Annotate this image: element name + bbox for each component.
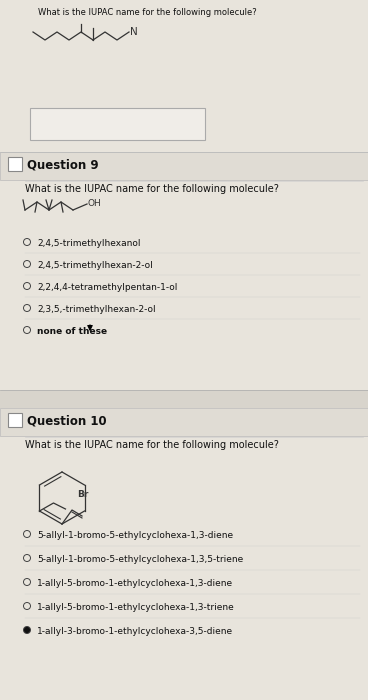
Text: Question 10: Question 10	[27, 415, 107, 428]
Bar	[0, 0, 368, 155]
Text: Question 9: Question 9	[27, 159, 99, 172]
Text: 2,3,5,-trimethylhexan-2-ol: 2,3,5,-trimethylhexan-2-ol	[37, 304, 156, 314]
Text: What is the IUPAC name for the following molecule?: What is the IUPAC name for the following…	[25, 184, 279, 194]
Text: 2,4,5-trimethylhexan-2-ol: 2,4,5-trimethylhexan-2-ol	[37, 260, 153, 270]
Text: 2,4,5-trimethylhexanol: 2,4,5-trimethylhexanol	[37, 239, 141, 248]
Circle shape	[24, 626, 31, 634]
Bar	[0, 390, 368, 408]
Text: 1-allyl-5-bromo-1-ethylcyclohexa-1,3-triene: 1-allyl-5-bromo-1-ethylcyclohexa-1,3-tri…	[37, 603, 235, 612]
Text: OH: OH	[88, 199, 102, 209]
Text: 5-allyl-1-bromo-5-ethylcyclohexa-1,3,5-triene: 5-allyl-1-bromo-5-ethylcyclohexa-1,3,5-t…	[37, 554, 243, 564]
Bar	[30, 108, 205, 140]
Bar	[8, 413, 22, 427]
Text: 2,2,4,4-tetramethylpentan-1-ol: 2,2,4,4-tetramethylpentan-1-ol	[37, 283, 177, 291]
Text: 1-allyl-3-bromo-1-ethylcyclohexa-3,5-diene: 1-allyl-3-bromo-1-ethylcyclohexa-3,5-die…	[37, 626, 233, 636]
Text: What is the IUPAC name for the following molecule?: What is the IUPAC name for the following…	[25, 440, 279, 450]
Text: N: N	[130, 27, 138, 37]
Text: 1-allyl-5-bromo-1-ethylcyclohexa-1,3-diene: 1-allyl-5-bromo-1-ethylcyclohexa-1,3-die…	[37, 578, 233, 587]
Bar	[8, 157, 22, 171]
Bar	[0, 408, 368, 700]
Text: 5-allyl-1-bromo-5-ethylcyclohexa-1,3-diene: 5-allyl-1-bromo-5-ethylcyclohexa-1,3-die…	[37, 531, 233, 540]
Text: none of these: none of these	[37, 326, 107, 335]
Bar	[0, 152, 368, 180]
Bar	[0, 152, 368, 390]
Text: What is the IUPAC name for the following molecule?: What is the IUPAC name for the following…	[38, 8, 257, 17]
Text: Br: Br	[77, 490, 88, 499]
Bar	[0, 408, 368, 436]
